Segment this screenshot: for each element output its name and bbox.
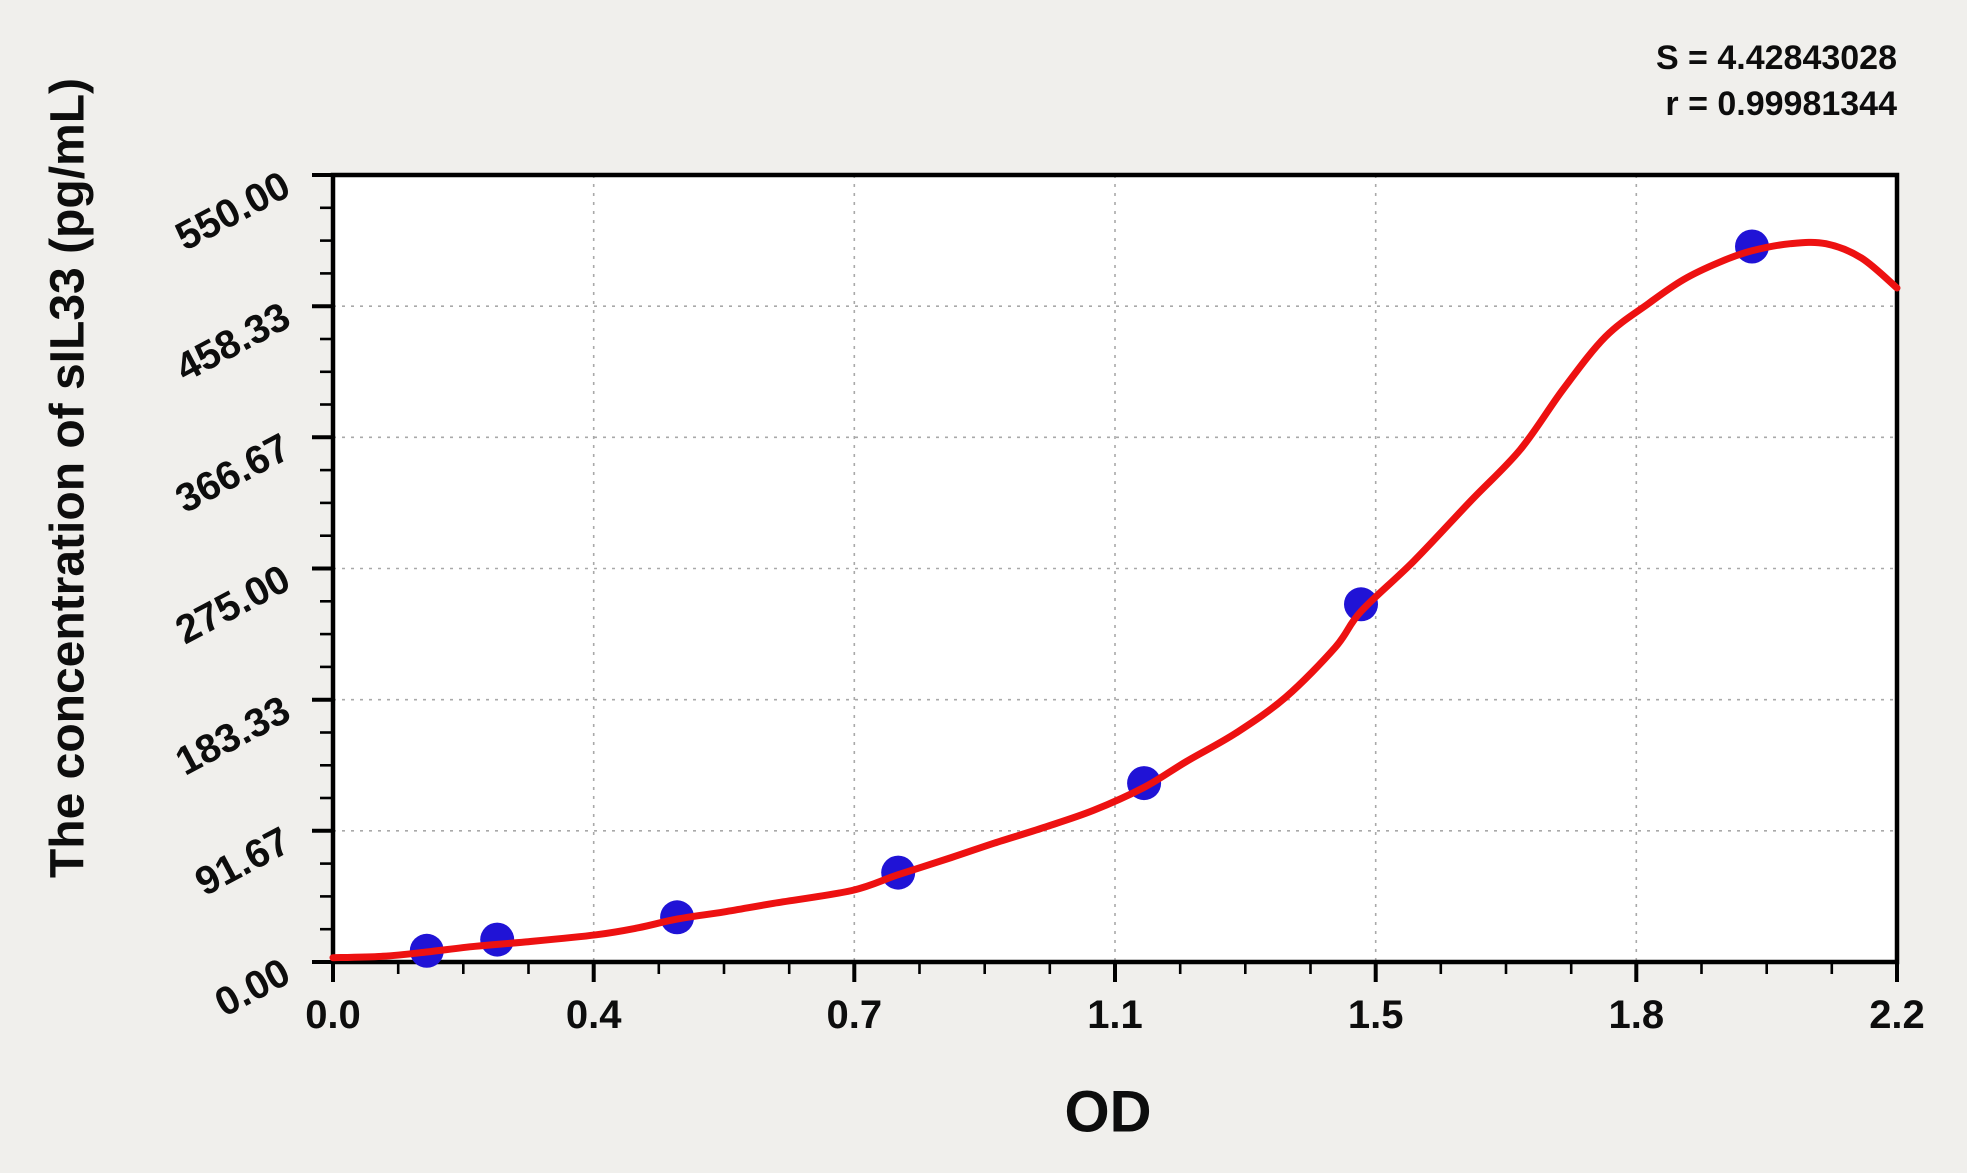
data-point	[1344, 587, 1378, 622]
x-tick-label: 1.5	[1348, 993, 1404, 1037]
s-value-label: S = 4.42843028	[1655, 39, 1897, 77]
y-tick-label: 550.00	[169, 163, 298, 259]
data-point	[480, 922, 515, 957]
x-tick-label: 1.1	[1087, 993, 1143, 1037]
x-tick-label: 1.8	[1608, 993, 1664, 1037]
r-value-label: r = 0.99981344	[1665, 84, 1897, 123]
y-tick-label: 275.00	[169, 557, 298, 653]
x-tick-label: 0.0	[305, 993, 361, 1037]
x-tick-label: 2.2	[1869, 993, 1925, 1037]
plot-area	[333, 175, 1897, 962]
y-tick-label: 366.67	[169, 425, 298, 521]
x-axis-title: OD	[1064, 1079, 1152, 1145]
x-tick-label: 0.4	[566, 993, 622, 1037]
x-tick-label: 0.7	[826, 993, 882, 1037]
y-tick-label: 183.33	[169, 688, 298, 784]
y-tick-label: 458.33	[169, 294, 298, 390]
y-tick-label: 0.00	[208, 950, 297, 1025]
fitted-curve-line	[329, 238, 1901, 962]
fit-statistics: S = 4.42843028 r = 0.99981344	[1656, 36, 1897, 127]
y-tick-label: 91.67	[188, 819, 297, 905]
